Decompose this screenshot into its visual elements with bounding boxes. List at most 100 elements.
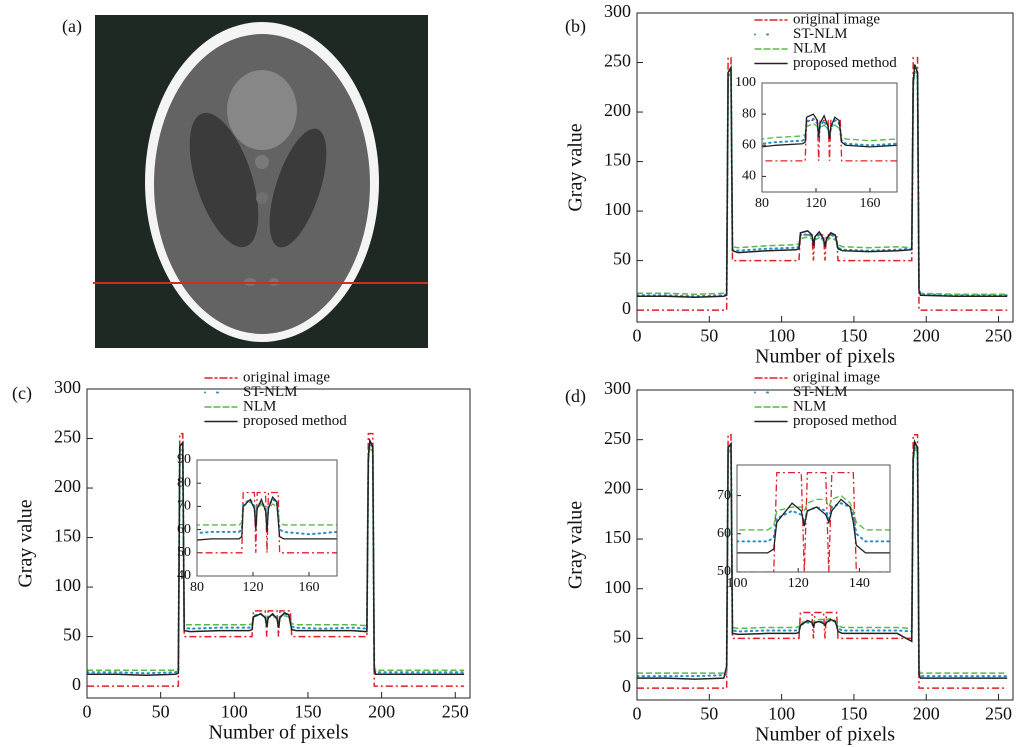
inset-x-tick-label: 80 <box>190 580 204 595</box>
axis-y-tick-label: 200 <box>604 477 631 497</box>
axis-y-tick-label: 250 <box>604 428 631 448</box>
inset-x-tick-label: 140 <box>849 576 870 591</box>
x-axis-label: Number of pixels <box>755 346 895 368</box>
axis-y-tick-label: 100 <box>54 575 81 595</box>
axis-y-tick-label: 150 <box>604 527 631 547</box>
line-chart: (c) 0 50 100 150 200 250 0 50 100 150 200 250 300 Numb… <box>12 369 471 744</box>
inset-y-tick-label: 60 <box>177 522 191 537</box>
axis-x-tick-label: 150 <box>294 701 321 721</box>
axis-x-tick-label: 250 <box>442 701 469 721</box>
legend-label: ST-NLM <box>793 384 847 400</box>
axis-y-tick-label: 100 <box>604 577 631 597</box>
panel-label: (c) <box>12 383 32 404</box>
x-axis-label: Number of pixels <box>209 722 349 744</box>
inset-line <box>737 471 890 572</box>
inset: 80 120 160 40 60 80 100 <box>735 75 898 211</box>
inset-y-tick-label: 60 <box>742 138 756 153</box>
plot-lines <box>637 56 1009 311</box>
small-region <box>255 155 269 169</box>
inset-y-tick-label: 90 <box>177 452 191 467</box>
legend-label: original image <box>243 369 330 385</box>
data-line <box>87 432 465 687</box>
axis-y-tick-label: 250 <box>54 427 81 447</box>
dark-region <box>189 112 259 248</box>
axis-y-tick-label: 0 <box>622 676 631 696</box>
inset-x-tick-label: 120 <box>788 576 809 591</box>
line-chart: (b) 0 50 100 150 200 250 0 50 100 150 200 250 300 Numb… <box>565 1 1014 368</box>
axis-x-tick-label: 150 <box>840 703 867 723</box>
inset-y-tick-label: 60 <box>717 526 731 541</box>
small-region <box>256 192 268 204</box>
axis-y-tick-label: 50 <box>613 249 631 269</box>
axis-y-tick-label: 50 <box>63 625 81 645</box>
axis-x-tick-label: 50 <box>152 701 170 721</box>
axis-x-tick-label: 150 <box>840 325 867 345</box>
axis-frame-outline <box>636 389 1014 701</box>
legend-label: NLM <box>793 398 826 414</box>
axis-y-tick-label: 200 <box>54 476 81 496</box>
inset-frame-outline <box>736 464 891 573</box>
axis-frame-outline <box>86 388 471 699</box>
panel-label: (b) <box>565 16 586 37</box>
inset-lines <box>197 491 337 554</box>
inset-frame <box>736 464 891 573</box>
axis-x-tick-label: 250 <box>985 325 1012 345</box>
inset-frame-outline <box>761 82 898 193</box>
axis-y-tick-label: 50 <box>613 627 631 647</box>
inset-y-tick-label: 70 <box>177 499 191 514</box>
inset-x-tick-label: 120 <box>806 196 827 211</box>
inset-y-tick-label: 40 <box>177 568 191 583</box>
inset-line <box>197 495 337 541</box>
legend-label: ST-NLM <box>793 26 847 42</box>
line-chart: (d)0 50 100 150 200 250050100150200250300Numb… <box>565 369 1014 746</box>
data-line <box>637 433 1008 689</box>
axis-y-tick-label: 300 <box>54 377 81 397</box>
legend-label: proposed method <box>243 413 347 429</box>
inset-y-tick-label: 80 <box>177 475 191 490</box>
data-line <box>87 437 465 676</box>
axis-x-tick-label: 0 <box>83 701 92 721</box>
axis-y-tick-label: 150 <box>54 526 81 546</box>
axis-x-tick-label: 100 <box>768 703 795 723</box>
y-axis-label: Gray value <box>15 499 37 587</box>
axis-y-tick-label: 300 <box>604 378 631 398</box>
y-axis-label: Gray value <box>565 501 587 589</box>
legend-label: ST-NLM <box>243 384 297 400</box>
inset-y-tick-label: 50 <box>177 545 191 560</box>
dark-region <box>269 128 327 248</box>
axis-x-tick-label: 0 <box>633 703 642 723</box>
inset-lines <box>737 471 890 572</box>
inset-line <box>762 113 897 148</box>
inset: 80 120 160 40 50 60 70 80 90 <box>177 452 338 595</box>
axis-x-tick-label: 200 <box>368 701 395 721</box>
axis-x-tick-label: 50 <box>700 325 718 345</box>
legend-label: proposed method <box>793 413 897 429</box>
axis-y-tick-label: 150 <box>604 150 631 170</box>
inset-x-tick-label: 160 <box>860 196 881 211</box>
phantom-image <box>93 15 428 348</box>
inset-x-tick-label: 100 <box>727 576 748 591</box>
legend-label: original image <box>793 11 880 27</box>
inset-x-tick-label: 160 <box>299 580 320 595</box>
axis-x-tick-label: 250 <box>985 703 1012 723</box>
axis-x-tick-label: 0 <box>633 325 642 345</box>
axis-x-tick-label: 100 <box>768 325 795 345</box>
axis-y-tick-label: 200 <box>604 100 631 120</box>
inset-y-tick-label: 40 <box>742 169 756 184</box>
legend-label: original image <box>793 369 880 385</box>
panel-label: (a) <box>62 16 82 37</box>
legend-label: NLM <box>243 398 276 414</box>
legend-label: NLM <box>793 40 826 56</box>
y-axis-label: Gray value <box>565 123 587 211</box>
axis-x-tick-label: 200 <box>913 325 940 345</box>
data-line <box>637 438 1008 680</box>
inset-lines <box>762 113 897 162</box>
inset-line <box>737 498 890 554</box>
axis-frame-outline <box>636 12 1014 323</box>
inset-frame-outline <box>196 459 338 577</box>
axis-y-tick-label: 250 <box>604 51 631 71</box>
